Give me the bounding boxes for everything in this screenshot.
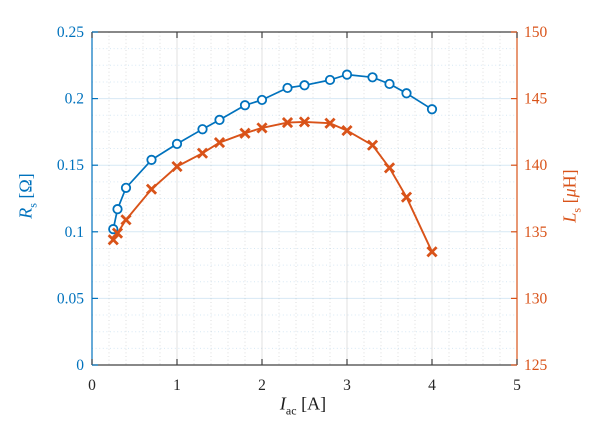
left-y-tick-label: 0.05 [57,290,84,307]
right-y-tick-label: 125 [524,357,548,374]
right-y-tick-label: 135 [524,224,548,241]
right-y-axis-subscript: s [569,207,584,213]
right-y-axis-unit-open: [ [559,197,580,204]
Rs-marker-circle [197,124,208,135]
Ls-marker-x [383,162,396,174]
right-y-tick-label: 145 [524,91,548,108]
Ls-marker-x [426,246,438,258]
left-y-axis-symbol: R [15,207,36,219]
Rs-marker-circle [256,94,268,106]
x-axis-symbol: I [279,393,286,414]
Rs-marker-circle [299,80,310,91]
Ls-marker-x [239,127,251,139]
right-y-axis-label: Ls [μH] [560,169,585,222]
Rs-marker-circle [171,138,183,149]
right-y-axis-symbol: L [559,212,580,223]
Rs-marker-circle [367,72,378,83]
Ls-marker-x [341,124,353,137]
x-tick-label: 5 [513,377,521,394]
x-axis-subscript: ac [285,403,297,418]
Rs-marker-circle [214,114,225,126]
Rs-marker-circle [384,78,395,90]
Rs-marker-circle [426,104,438,115]
right-y-tick-label: 150 [524,24,548,41]
Ls-marker-x [366,139,379,151]
Rs-marker-circle [112,204,123,215]
Ls-marker-x [298,116,311,128]
Ls-marker-x [107,234,119,246]
left-y-tick-label: 0.15 [57,157,84,174]
left-y-tick-label: 0.2 [65,91,84,108]
x-axis-label: Iac [A] [280,394,326,419]
left-y-tick-label: 0.1 [65,224,84,241]
Ls-marker-x [111,227,124,239]
Rs-marker-circle [401,88,412,99]
x-axis-unit: [A] [301,393,327,414]
right-y-axis-unit-rest: H] [559,169,580,189]
Rs-marker-circle [324,74,336,86]
left-y-axis-subscript: s [25,203,40,208]
Rs-marker-circle [146,154,157,165]
Ls-marker-x [171,160,183,173]
Rs-line [112,73,433,230]
right-y-axis-unit-mu: μ [559,188,580,198]
left-y-axis-label: Rs [Ω] [16,173,41,219]
left-y-tick-label: 0 [76,357,84,374]
Ls-marker-x [281,116,294,129]
Ls-line [112,120,433,253]
Ls-marker-x [145,183,158,195]
Rs-marker-circle [239,100,251,111]
x-tick-label: 2 [258,377,266,394]
right-y-tick-label: 140 [524,157,548,174]
Rs-marker-circle [120,182,132,193]
Ls-marker-x [256,122,268,134]
Ls-marker-x [120,214,132,226]
right-y-tick-label: 130 [524,290,548,307]
x-tick-label: 0 [88,377,96,394]
left-y-axis-unit: [Ω] [15,173,36,199]
Rs-marker-circle [341,69,353,80]
x-tick-label: 3 [343,377,351,394]
left-y-tick-label: 0.25 [57,24,84,41]
x-tick-label: 4 [428,377,436,394]
Ls-marker-x [213,136,226,149]
Rs-marker-circle [282,82,293,94]
x-tick-label: 1 [173,377,181,394]
Ls-marker-x [324,117,336,129]
Ls-marker-x [400,191,413,203]
Ls-marker-x [196,147,209,159]
